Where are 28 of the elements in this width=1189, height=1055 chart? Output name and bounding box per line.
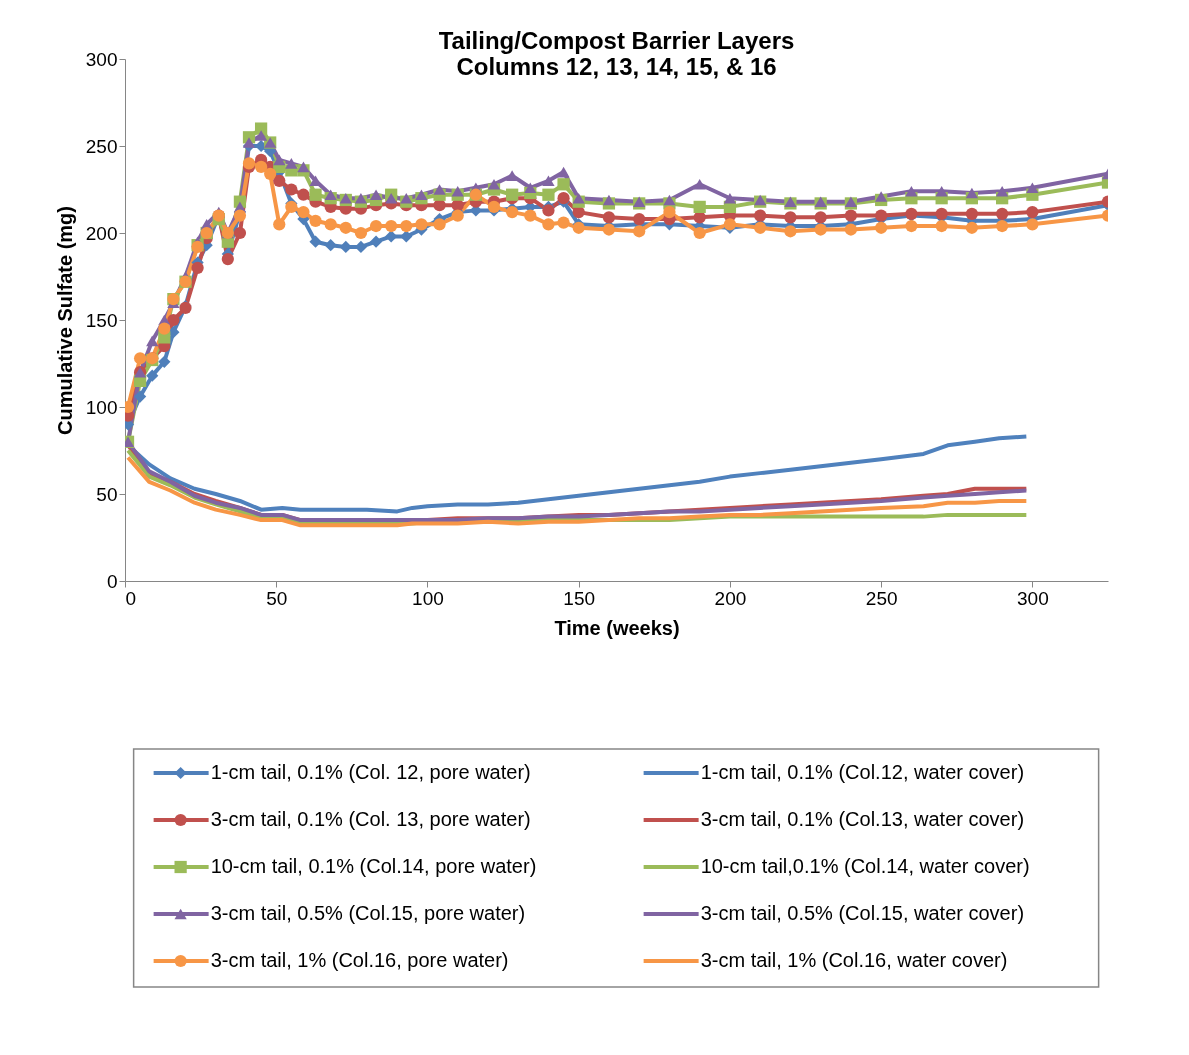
y-tick-label: 50 [96, 483, 118, 505]
legend-label: 3-cm tail, 0.1% (Col. 13, pore water) [210, 808, 531, 830]
legend-label: 1-cm tail, 0.1% (Col.12, water cover) [700, 761, 1025, 783]
legend-label: 10-cm tail,0.1% (Col.14, water cover) [700, 855, 1030, 877]
y-tick-label: 250 [85, 135, 118, 157]
x-tick-label: 150 [563, 587, 596, 609]
y-tick-label: 300 [85, 48, 118, 70]
y-tick-label: 0 [106, 570, 118, 592]
legend-label: 3-cm tail, 0.5% (Col.15, pore water) [210, 902, 526, 924]
text: Columns 12, 13, 14, 15, & 16 [456, 53, 777, 80]
y-axis-title: Cumulative Sulfate (mg) [53, 206, 76, 435]
x-tick-label: 300 [1017, 587, 1049, 609]
y-tick-label: 200 [85, 222, 118, 244]
x-tick-label: 200 [714, 587, 747, 609]
x-tick-label: 0 [125, 587, 137, 609]
x-tick-label: 250 [865, 587, 898, 609]
legend-label: 3-cm tail, 1% (Col.16, pore water) [210, 949, 509, 971]
legend-label: 1-cm tail, 0.1% (Col. 12, pore water) [210, 761, 531, 783]
y-tick-label: 150 [85, 309, 118, 331]
legend-label: 10-cm tail, 0.1% (Col.14, pore water) [210, 855, 537, 877]
x-axis-title: Time (weeks) [554, 616, 680, 639]
x-tick-label: 50 [266, 587, 288, 609]
x-tick-label: 100 [412, 587, 444, 609]
legend-label: 3-cm tail, 0.5% (Col.15, water cover) [700, 902, 1025, 924]
legend-label: 3-cm tail, 1% (Col.16, water cover) [700, 949, 1008, 971]
text: Tailing/Compost Barrier Layers [438, 27, 795, 54]
legend-label: 3-cm tail, 0.1% (Col.13, water cover) [700, 808, 1025, 830]
y-tick-label: 100 [85, 396, 118, 418]
